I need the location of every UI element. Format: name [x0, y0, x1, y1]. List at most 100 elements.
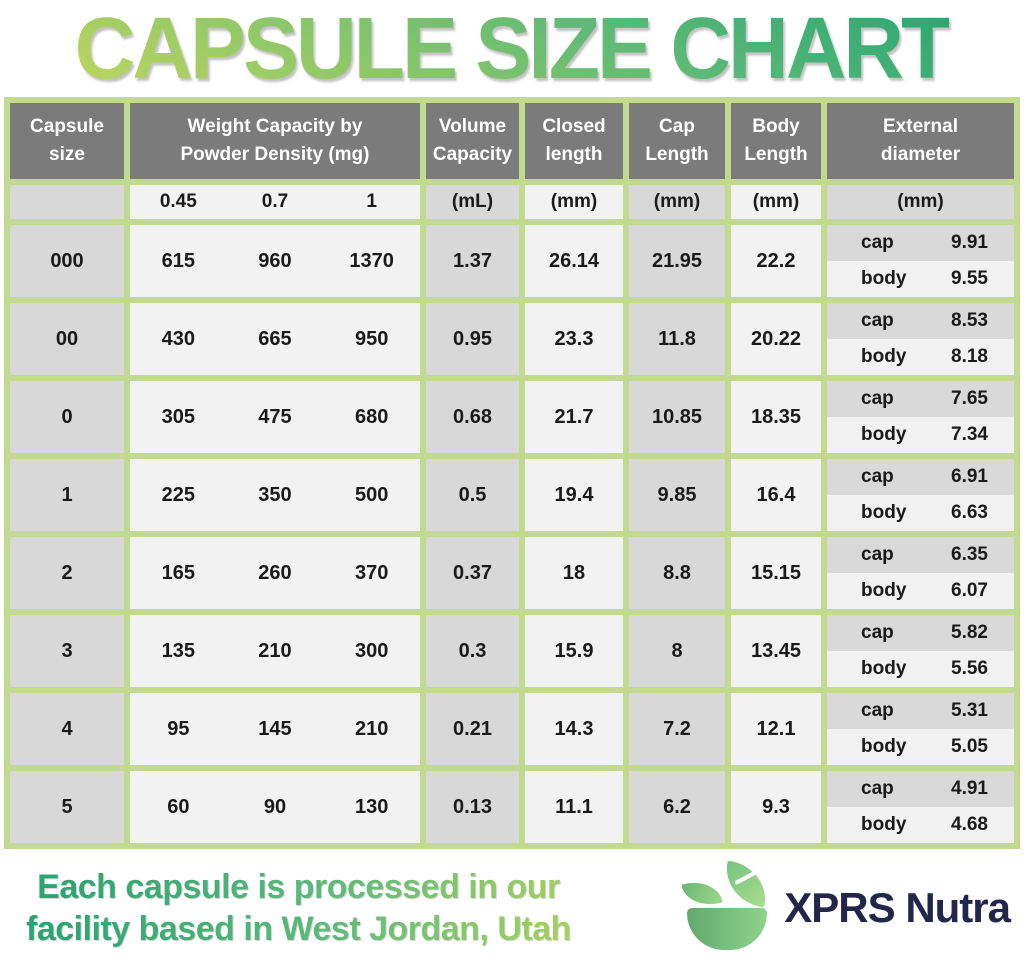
table-header-row: Capsule size Weight Capacity by Powder D… [10, 103, 1014, 179]
capsule-size-value: 4 [10, 693, 124, 765]
external-diameter-cell: cap 5.31 body 5.05 [827, 693, 1014, 765]
capsule-size-value: 000 [10, 225, 124, 297]
weight-capacity-values: 225 350 500 [130, 459, 420, 531]
col-header-capsule-size: Capsule size [10, 103, 124, 179]
weight-07-value: 960 [258, 249, 292, 272]
col-header-external-diameter: External diameter [827, 103, 1014, 179]
external-body-row: body 5.05 [827, 729, 1014, 765]
cap-label: cap [861, 310, 894, 331]
cap-length-value: 11.8 [629, 303, 725, 375]
body-label: body [861, 502, 907, 523]
table-row-size-0: 0 305 475 680 0.68 21.7 10.85 18.35 cap … [10, 381, 1014, 453]
external-cap-value: 5.31 [951, 700, 988, 721]
weight-1-value: 300 [354, 639, 389, 662]
body-label: body [861, 580, 907, 601]
weight-07-value: 350 [258, 483, 292, 506]
external-diameter-cell: cap 6.91 body 6.63 [827, 459, 1014, 531]
closed-length-value: 19.4 [525, 459, 623, 531]
external-cap-value: 5.82 [951, 622, 988, 643]
weight-capacity-values: 165 260 370 [130, 537, 420, 609]
closed-length-value: 21.7 [525, 381, 623, 453]
body-length-value: 22.2 [731, 225, 821, 297]
closed-length-value: 26.14 [525, 225, 623, 297]
body-length-value: 12.1 [731, 693, 821, 765]
table-row-size-3: 3 135 210 300 0.3 15.9 8 13.45 cap 5.82 … [10, 615, 1014, 687]
volume-capacity-value: 0.37 [426, 537, 519, 609]
external-cap-value: 9.91 [951, 232, 988, 253]
external-body-row: body 6.63 [827, 495, 1014, 531]
weight-07-value: 665 [258, 327, 292, 350]
capsule-size-value: 0 [10, 381, 124, 453]
units-external-diameter: (mm) [827, 185, 1014, 219]
body-length-value: 13.45 [731, 615, 821, 687]
external-cap-value: 7.65 [951, 388, 988, 409]
external-body-value: 8.18 [951, 346, 988, 367]
body-length-value: 9.3 [731, 771, 821, 843]
closed-length-value: 11.1 [525, 771, 623, 843]
tagline-line-1: Each capsule is processed in our [37, 868, 560, 906]
footer: Each capsule is processed in our facilit… [0, 849, 1024, 961]
weight-1-value: 1370 [349, 249, 394, 272]
weight-045-value: 305 [161, 405, 196, 428]
volume-capacity-value: 0.13 [426, 771, 519, 843]
external-cap-row: cap 9.91 [827, 225, 1014, 261]
weight-capacity-values: 615 960 1370 [130, 225, 420, 297]
weight-1-value: 370 [354, 561, 389, 584]
body-label: body [861, 346, 907, 367]
units-body-length: (mm) [731, 185, 821, 219]
cap-length-value: 7.2 [629, 693, 725, 765]
external-cap-row: cap 7.65 [827, 381, 1014, 417]
density-1-label: 1 [366, 191, 377, 212]
capsule-size-table: Capsule size Weight Capacity by Powder D… [4, 97, 1020, 849]
external-cap-value: 8.53 [951, 310, 988, 331]
cap-label: cap [861, 466, 894, 487]
weight-07-value: 145 [258, 717, 292, 740]
body-label: body [861, 814, 907, 835]
cap-length-value: 9.85 [629, 459, 725, 531]
external-cap-value: 6.35 [951, 544, 988, 565]
external-body-value: 6.07 [951, 580, 988, 601]
units-volume: (mL) [426, 185, 519, 219]
closed-length-value: 15.9 [525, 615, 623, 687]
external-body-row: body 6.07 [827, 573, 1014, 609]
table-row-size-1: 1 225 350 500 0.5 19.4 9.85 16.4 cap 6.9… [10, 459, 1014, 531]
weight-capacity-values: 305 475 680 [130, 381, 420, 453]
capsule-size-value: 00 [10, 303, 124, 375]
cap-label: cap [861, 388, 894, 409]
external-cap-row: cap 6.35 [827, 537, 1014, 573]
mortar-leaves-icon [681, 860, 772, 952]
cap-label: cap [861, 232, 894, 253]
col-header-cap-length: Cap Length [629, 103, 725, 179]
title-banner: CAPSULE SIZE CHART [0, 0, 1024, 97]
col-header-body-length: Body Length [731, 103, 821, 179]
external-body-value: 6.63 [951, 502, 988, 523]
external-cap-value: 6.91 [951, 466, 988, 487]
external-cap-row: cap 5.82 [827, 615, 1014, 651]
external-cap-value: 4.91 [951, 778, 988, 799]
cap-label: cap [861, 778, 894, 799]
table-row-size-00: 00 430 665 950 0.95 23.3 11.8 20.22 cap … [10, 303, 1014, 375]
bowl-icon [687, 908, 768, 950]
weight-capacity-values: 95 145 210 [130, 693, 420, 765]
weight-045-value: 135 [161, 639, 196, 662]
weight-07-value: 90 [263, 795, 287, 818]
leaf-right-icon [721, 860, 772, 908]
col-header-weight-capacity: Weight Capacity by Powder Density (mg) [130, 103, 420, 179]
capsule-size-value: 3 [10, 615, 124, 687]
body-label: body [861, 658, 907, 679]
weight-1-value: 950 [354, 327, 389, 350]
table-row-size-5: 5 60 90 130 0.13 11.1 6.2 9.3 cap 4.91 b… [10, 771, 1014, 843]
external-cap-row: cap 6.91 [827, 459, 1014, 495]
cap-length-value: 8.8 [629, 537, 725, 609]
body-length-value: 20.22 [731, 303, 821, 375]
body-length-value: 15.15 [731, 537, 821, 609]
capsule-size-value: 5 [10, 771, 124, 843]
external-body-row: body 9.55 [827, 261, 1014, 297]
body-length-value: 16.4 [731, 459, 821, 531]
density-045-label: 0.45 [159, 191, 197, 212]
external-body-value: 7.34 [951, 424, 988, 445]
cap-length-value: 6.2 [629, 771, 725, 843]
weight-capacity-values: 430 665 950 [130, 303, 420, 375]
table-row-size-000: 000 615 960 1370 1.37 26.14 21.95 22.2 c… [10, 225, 1014, 297]
cap-label: cap [861, 622, 894, 643]
